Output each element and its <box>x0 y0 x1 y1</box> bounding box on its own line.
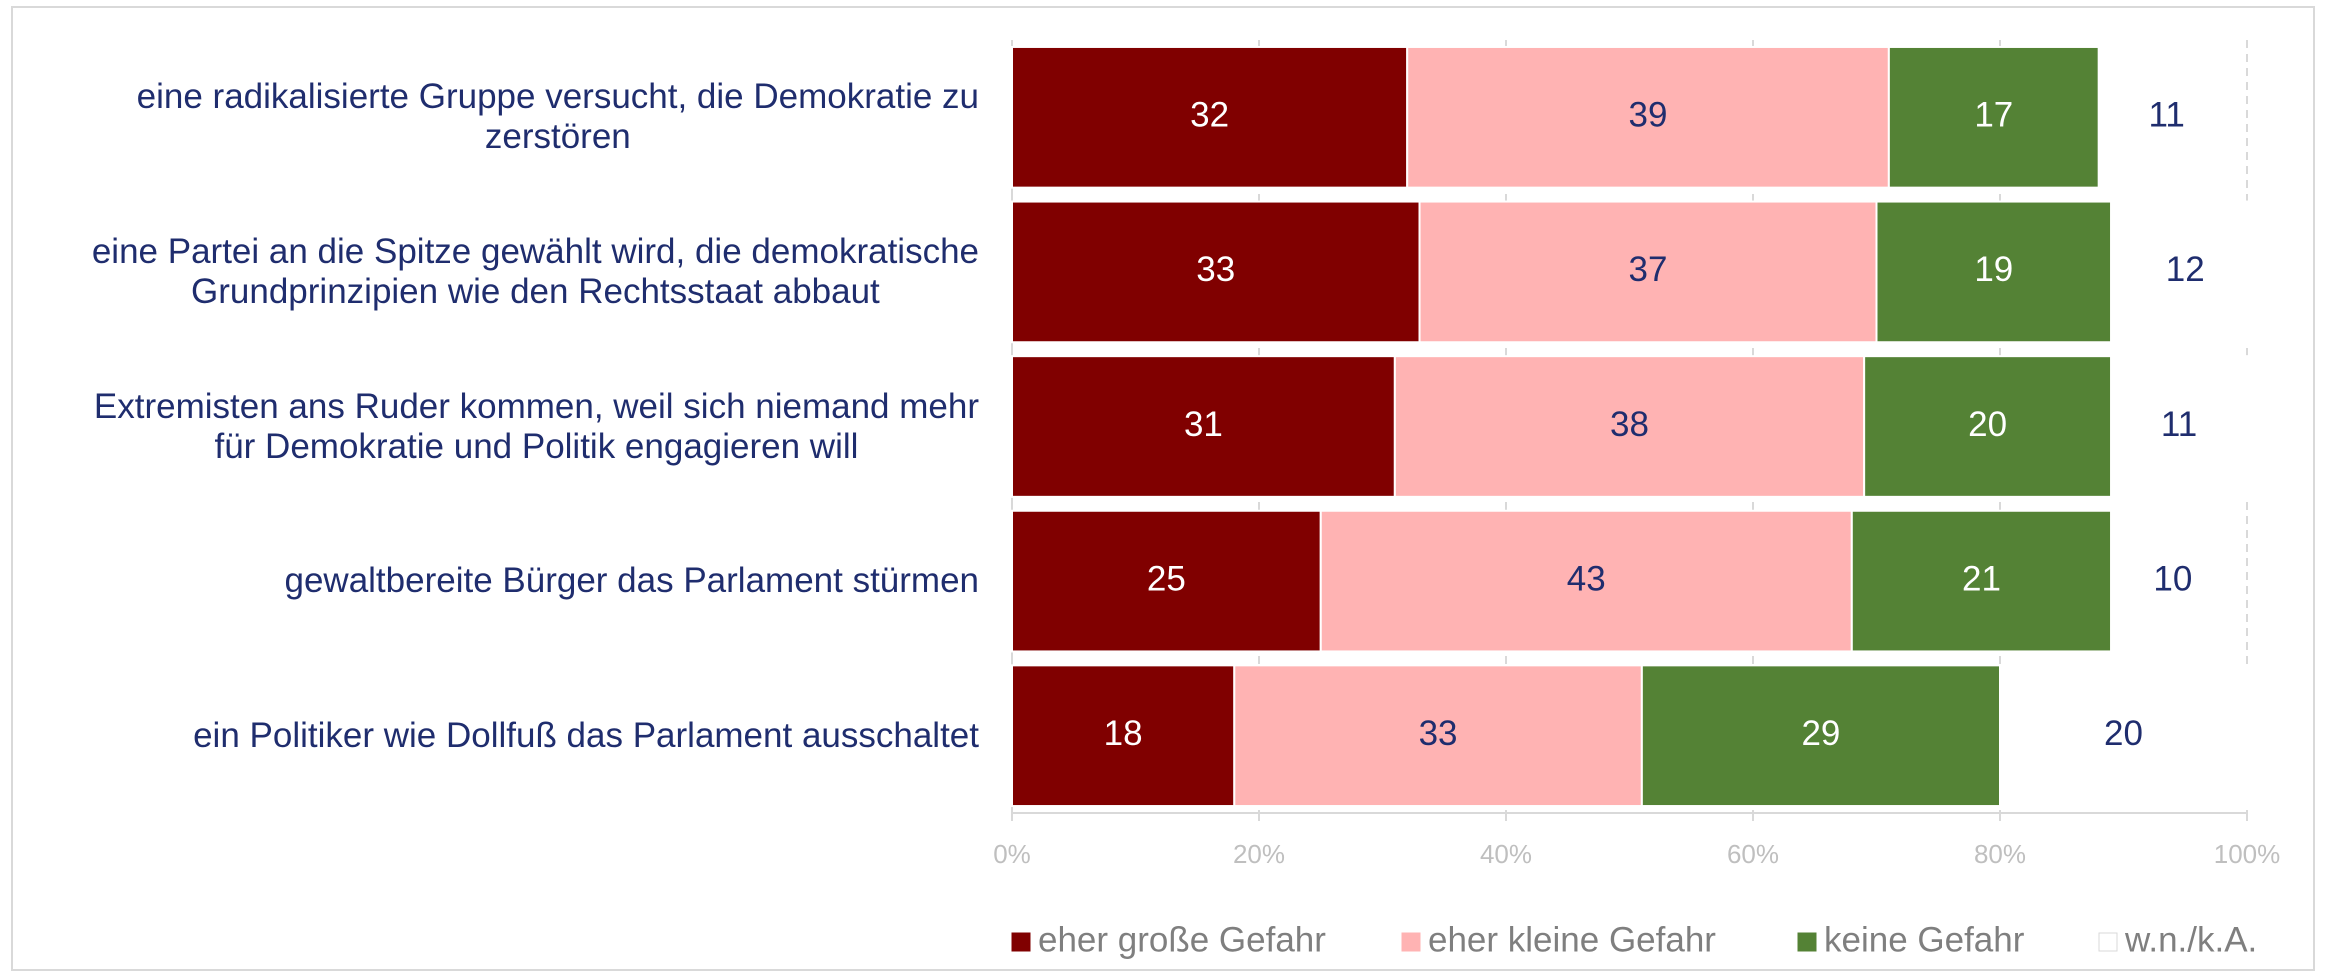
data-label: 18 <box>1104 714 1143 753</box>
bar-segment <box>1863 355 2113 498</box>
data-label: 33 <box>1419 714 1458 753</box>
category-text: Extremisten ans Ruder kommen, weil sich … <box>93 386 979 466</box>
data-label: 25 <box>1147 559 1186 598</box>
category-label: Extremisten ans Ruder kommen, weil sich … <box>94 387 979 467</box>
bar-segment <box>1011 200 1421 344</box>
data-label: 11 <box>2149 96 2185 135</box>
legend-label: eher große Gefahr <box>1038 920 1326 959</box>
category-label: gewaltbereite Bürger das Parlament stürm… <box>284 561 979 601</box>
data-label: 10 <box>2153 559 2192 598</box>
data-label: 32 <box>1190 96 1229 135</box>
data-label: 33 <box>1196 250 1235 289</box>
x-tick-label: 0% <box>993 839 1031 869</box>
bar-segment <box>1418 200 1878 344</box>
category-text: eine radikalisierte Gruppe versucht, die… <box>136 77 979 157</box>
bar-segment <box>1011 45 1409 189</box>
legend-swatch <box>2098 932 2118 952</box>
category-label: ein Politiker wie Dollfuß das Parlament … <box>193 716 979 756</box>
legend-swatch <box>1401 932 1421 952</box>
data-label: 29 <box>1801 714 1840 753</box>
category-text: ein Politiker wie Dollfuß das Parlament … <box>193 715 979 755</box>
data-label: 20 <box>2104 714 2143 753</box>
bar-segment <box>1850 509 2113 653</box>
legend-swatch <box>1011 932 1031 952</box>
bar-segment <box>1011 664 1236 808</box>
x-tick-label: 60% <box>1727 839 1779 869</box>
data-label: 17 <box>1974 96 2013 135</box>
bar-segment <box>2110 355 2248 498</box>
bar-segment <box>1011 355 1396 498</box>
bar-segment <box>1406 45 1890 189</box>
bar-segment <box>1999 664 2248 808</box>
x-tick-label: 100% <box>2214 839 2281 869</box>
bar-segment <box>2097 45 2236 189</box>
x-tick-label: 20% <box>1233 839 1285 869</box>
x-tick-label: 80% <box>1974 839 2026 869</box>
legend-swatch <box>1797 932 1817 952</box>
category-text: gewaltbereite Bürger das Parlament stürm… <box>284 561 979 601</box>
category-label: eine radikalisierte Gruppe versucht, die… <box>137 77 979 157</box>
legend-label: keine Gefahr <box>1824 920 2025 959</box>
bar-segment <box>1393 355 1866 498</box>
x-tick-label: 40% <box>1480 839 1532 869</box>
data-label: 43 <box>1567 559 1606 598</box>
bar-segment <box>1875 200 2113 344</box>
legend-label: w.n./k.A. <box>2124 920 2257 959</box>
bar-segment <box>1319 509 1853 653</box>
bar-segment <box>1011 509 1322 653</box>
data-label: 11 <box>2161 405 2197 444</box>
bar-segment <box>1640 664 2001 808</box>
data-label: 39 <box>1629 96 1668 135</box>
legend-label: eher kleine Gefahr <box>1428 920 1716 959</box>
data-label: 20 <box>1968 405 2007 444</box>
bar-segment <box>2110 200 2261 344</box>
category-label: eine Partei an die Spitze gewählt wird, … <box>92 232 979 312</box>
bar-segment <box>2110 509 2236 653</box>
data-label: 21 <box>1962 559 2001 598</box>
category-text: eine Partei an die Spitze gewählt wird, … <box>91 231 979 311</box>
data-label: 38 <box>1610 405 1649 444</box>
data-label: 37 <box>1629 250 1668 289</box>
data-label: 19 <box>1974 250 2013 289</box>
data-label: 31 <box>1184 405 1223 444</box>
bar-segment <box>1233 664 1643 808</box>
chart-border <box>11 6 2315 971</box>
data-label: 12 <box>2166 250 2205 289</box>
